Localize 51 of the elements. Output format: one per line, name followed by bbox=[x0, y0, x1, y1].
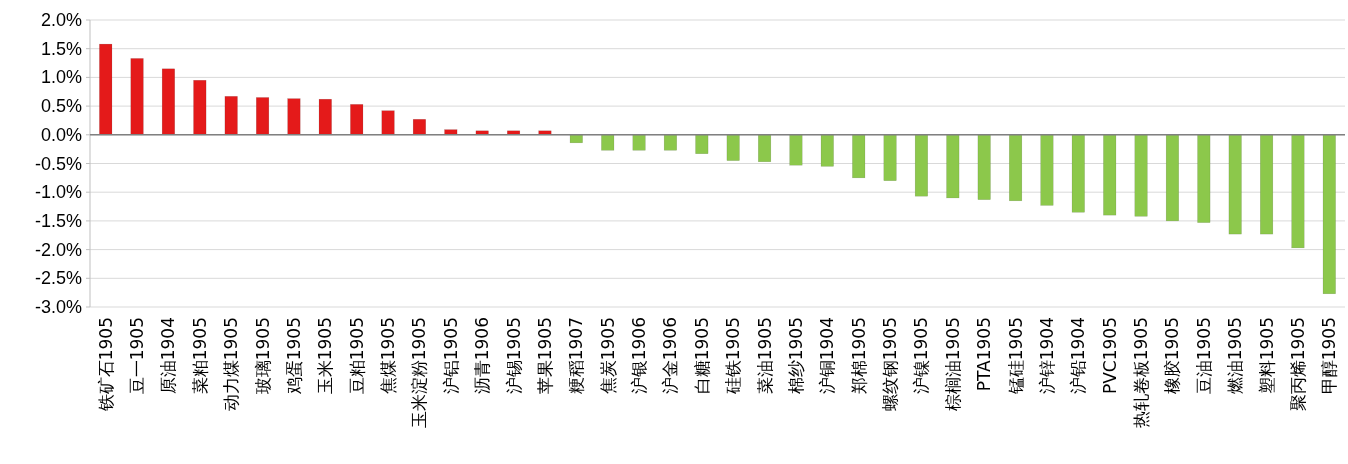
y-tick-label: -3.0% bbox=[34, 297, 82, 317]
x-tick-label: 沪铜1904 bbox=[817, 317, 838, 395]
x-tick-label: 白糖1905 bbox=[691, 317, 712, 395]
y-tick-label: 0.0% bbox=[40, 124, 82, 145]
y-tick-label: -0.5% bbox=[34, 153, 82, 174]
x-tick-label: 菜油1905 bbox=[754, 317, 775, 395]
y-tick-label: 0.5% bbox=[40, 96, 82, 117]
x-tick-label: 郑棉1905 bbox=[848, 317, 869, 395]
x-tick-label: 鸡蛋1905 bbox=[283, 317, 304, 396]
x-tick-label: 粳稻1907 bbox=[566, 317, 587, 395]
y-tick-label: -1.5% bbox=[34, 210, 82, 231]
x-tick-label: 豆粕1905 bbox=[346, 317, 367, 395]
y-tick-label: -2.5% bbox=[34, 268, 82, 289]
x-tick-label: 热轧卷板1905 bbox=[1131, 317, 1152, 429]
x-tick-label: 动力煤1905 bbox=[221, 317, 242, 412]
x-tick-label: 铁矿石1905 bbox=[95, 317, 116, 413]
x-tick-label: 锰硅1905 bbox=[1005, 317, 1026, 396]
x-tick-label: PVC1905 bbox=[1099, 317, 1120, 395]
y-tick-label: -2.0% bbox=[34, 239, 82, 260]
x-tick-label: 燃油1905 bbox=[1225, 317, 1246, 395]
x-tick-label: 橡胶1905 bbox=[1162, 317, 1183, 395]
x-tick-label: 甲醇1905 bbox=[1319, 317, 1340, 395]
x-tick-label: 塑料1905 bbox=[1256, 317, 1277, 395]
x-tick-label: 玻璃1905 bbox=[252, 317, 273, 395]
x-tick-label: 沪银1906 bbox=[629, 317, 650, 395]
x-tick-label: 聚丙烯1905 bbox=[1287, 317, 1308, 412]
x-tick-label: 苹果1905 bbox=[534, 317, 555, 395]
x-tick-label: 沪锌1904 bbox=[1036, 317, 1057, 395]
y-tick-label: 2.0% bbox=[40, 10, 82, 30]
x-tick-label: 硅铁1905 bbox=[723, 317, 744, 396]
x-tick-label: 沪铝1905 bbox=[440, 317, 461, 395]
x-tick-label: 螺纹钢1905 bbox=[880, 317, 901, 412]
x-tick-label: 沪锡1905 bbox=[503, 317, 524, 395]
x-tick-label: 焦炭1905 bbox=[597, 317, 618, 395]
y-tick-label: 1.0% bbox=[40, 67, 82, 88]
x-tick-label: 沥青1906 bbox=[472, 317, 493, 395]
x-tick-label: 玉米1905 bbox=[315, 317, 336, 395]
x-tick-label: 沪金1906 bbox=[660, 317, 681, 395]
x-tick-label: 沪铅1904 bbox=[1068, 317, 1089, 395]
x-tick-label: 玉米淀粉1905 bbox=[409, 317, 430, 429]
x-tick-label: 沪镍1905 bbox=[911, 317, 932, 395]
x-tick-label: 豆一1905 bbox=[127, 317, 148, 395]
x-tick-label: 焦煤1905 bbox=[378, 317, 399, 395]
y-tick-label: 1.5% bbox=[40, 38, 82, 59]
x-tick-label: 豆油1905 bbox=[1193, 317, 1214, 395]
x-tick-label: 棉纱1905 bbox=[785, 317, 806, 395]
x-tick-label: 棕榈油1905 bbox=[942, 317, 963, 412]
x-tick-label: PTA1905 bbox=[974, 317, 995, 392]
y-tick-label: -1.0% bbox=[34, 182, 82, 203]
x-tick-label: 菜粕1905 bbox=[189, 317, 210, 395]
x-tick-label: 原油1904 bbox=[158, 317, 179, 395]
